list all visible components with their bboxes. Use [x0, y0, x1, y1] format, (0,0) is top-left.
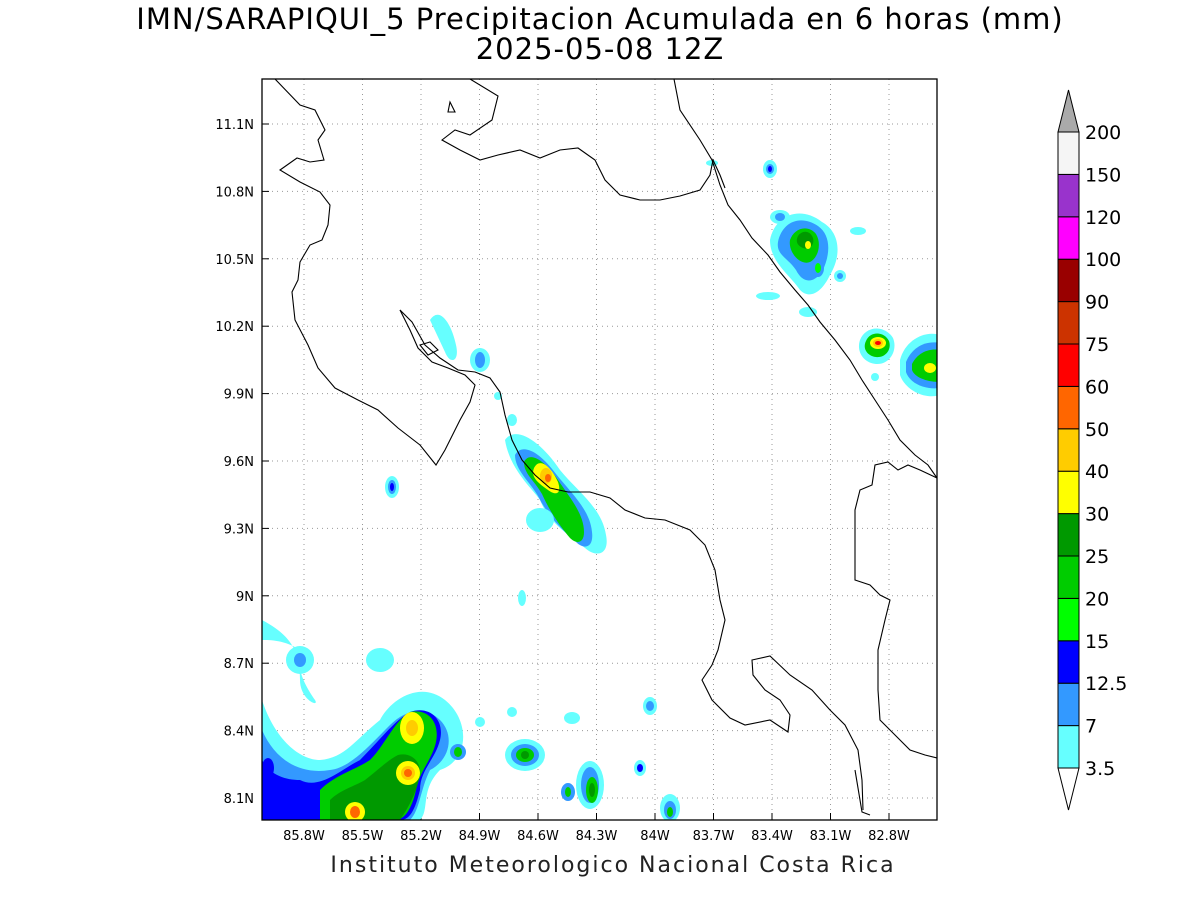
lon-tick-label: 84.3W: [576, 829, 618, 844]
colorbar-level-label: 25: [1085, 546, 1109, 568]
lat-tick-label: 10.8N: [215, 185, 254, 200]
lat-tick-label: 9.6N: [224, 455, 254, 470]
colorbar-swatch: [1057, 682, 1080, 727]
colorbar-over-triangle: [1057, 89, 1080, 133]
colorbar-level-label: 75: [1085, 334, 1109, 356]
colorbar-swatch: [1057, 513, 1080, 557]
lon-tick-label: 84.9W: [459, 829, 501, 844]
colorbar-swatch: [1057, 343, 1080, 387]
rain-cell-east-coast: [858, 328, 937, 397]
map-datetime: 2025-05-08 12Z: [475, 32, 725, 66]
lat-tick-label: 8.7N: [224, 657, 254, 672]
pacific-coastline-south: [399, 309, 864, 811]
footer-credit: Instituto Meteorologico Nacional Costa R…: [330, 853, 896, 878]
lat-tick-label: 9.9N: [224, 388, 254, 403]
colorbar-swatch: [1057, 173, 1080, 218]
lat-tick-label: 8.1N: [224, 792, 254, 807]
lat-tick-label: 9.3N: [224, 522, 254, 537]
precipitation-field: [262, 160, 937, 820]
colorbar-level-label: 50: [1085, 419, 1109, 441]
lon-tick-label: 83.4W: [751, 829, 793, 844]
colorbar-under-triangle: [1057, 767, 1080, 811]
panama-border: [854, 461, 937, 759]
lat-tick-label: 8.4N: [224, 725, 254, 740]
colorbar-swatch: [1057, 301, 1080, 345]
lat-tick-label: 10.2N: [215, 320, 254, 335]
colorbar-level-label: 30: [1085, 504, 1109, 526]
colorbar-level-label: 150: [1085, 164, 1121, 186]
colorbar-swatch: [1057, 725, 1080, 769]
colorbar-level-label: 3.5: [1085, 758, 1115, 780]
lon-tick-label: 85.2W: [400, 829, 442, 844]
lon-tick-label: 85.8W: [283, 829, 325, 844]
map-title: IMN/SARAPIQUI_5 Precipitacion Acumulada …: [136, 2, 1064, 36]
colorbar-swatch: [1057, 131, 1080, 175]
map-background: [262, 79, 937, 820]
colorbar-swatch: [1057, 258, 1080, 303]
colorbar-level-label: 120: [1085, 207, 1121, 229]
lat-tick-label: 11.1N: [215, 118, 254, 133]
lon-tick-label: 84.6W: [517, 829, 559, 844]
lon-tick-label: 84W: [640, 829, 670, 844]
peninsula-outline: [854, 769, 871, 816]
plot-frame: [261, 78, 938, 821]
rain-cell-northeast-coast: [706, 160, 866, 317]
colorbar-swatch: [1057, 555, 1080, 599]
lon-tick-label: 83.7W: [693, 829, 735, 844]
colorbar-swatch: [1057, 216, 1080, 260]
lake-outline: [447, 100, 456, 113]
lon-tick-label: 85.5W: [342, 829, 384, 844]
island-outline: [419, 341, 439, 356]
colorbar-level-label: 200: [1085, 122, 1121, 144]
longitude-labels: 85.8W 85.5W 85.2W 84.9W 84.6W 84.3W 84W 83.7W 83…: [283, 829, 910, 844]
latitude-labels: 11.1N 10.8N 10.5N 10.2N 9.9N 9.6N 9.3N 9N 8.7N 8.…: [215, 118, 254, 807]
caribbean-coastline: [673, 79, 937, 479]
colorbar-swatch: [1057, 640, 1080, 684]
graticule: [262, 79, 937, 820]
lat-tick-label: 10.5N: [215, 253, 254, 268]
rain-cell-southwest-pacific: [262, 620, 466, 820]
colorbar-swatch: [1057, 428, 1080, 472]
colorbar-swatch: [1057, 597, 1080, 642]
colorbar-level-label: 15: [1085, 631, 1109, 653]
colorbar-level-label: 60: [1085, 376, 1109, 398]
coastlines: [274, 79, 937, 816]
rain-cell-south-central: [475, 697, 680, 820]
colorbar-level-label: 100: [1085, 249, 1121, 271]
lon-tick-label: 82.8W: [868, 829, 910, 844]
lon-tick-label: 83.1W: [810, 829, 852, 844]
pacific-coastline-north: [274, 79, 476, 466]
colorbar-swatch: [1057, 470, 1080, 515]
colorbar: 3.5 7 12.5 15 20 25 30 40 50 60 75 90 100 120 150 200: [1057, 89, 1127, 811]
nicaragua-border: [441, 79, 726, 201]
colorbar-level-label: 90: [1085, 292, 1109, 314]
colorbar-level-label: 7: [1085, 716, 1097, 738]
colorbar-level-label: 40: [1085, 461, 1109, 483]
colorbar-level-label: 20: [1085, 588, 1109, 610]
colorbar-level-label: 12.5: [1085, 673, 1127, 695]
lat-tick-label: 9N: [236, 590, 254, 605]
colorbar-swatch: [1057, 385, 1080, 430]
